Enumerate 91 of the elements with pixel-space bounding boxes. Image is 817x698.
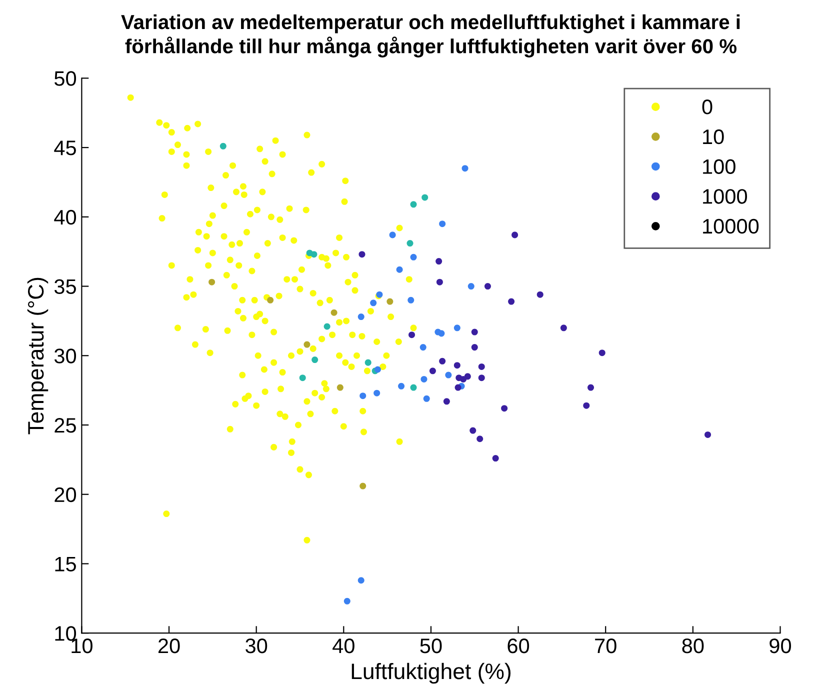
point — [512, 232, 518, 238]
point — [267, 296, 274, 304]
point — [374, 366, 381, 373]
point — [336, 384, 344, 391]
point — [478, 363, 485, 370]
point — [560, 324, 567, 332]
point — [436, 258, 442, 265]
y-axis-title: Temperatur (°C) — [27, 278, 48, 434]
point — [704, 431, 712, 438]
point — [208, 278, 216, 286]
point — [410, 384, 417, 391]
point — [439, 358, 446, 364]
point — [508, 298, 515, 305]
point — [464, 373, 471, 380]
x-tick-label: 50 — [420, 638, 442, 654]
point — [454, 324, 460, 332]
y-tick-label: 10 — [55, 626, 76, 641]
point — [344, 598, 350, 604]
point — [468, 283, 474, 290]
point — [434, 328, 442, 336]
point — [220, 142, 226, 150]
point — [583, 402, 590, 409]
x-tick-label: 40 — [332, 638, 354, 654]
x-tick-label: 20 — [158, 638, 180, 654]
point — [443, 398, 450, 405]
x-tick-label: 70 — [595, 638, 616, 654]
point — [358, 314, 364, 320]
y-tick-label: 25 — [54, 418, 76, 433]
point — [386, 298, 394, 305]
point — [454, 384, 462, 391]
point — [454, 362, 460, 369]
legend-label: 100 — [703, 159, 736, 174]
point — [429, 368, 436, 374]
y-tick-label: 45 — [54, 140, 76, 156]
y-tick-label: 15 — [55, 556, 76, 572]
x-tick-label: 60 — [508, 638, 530, 654]
point — [484, 283, 491, 290]
point — [330, 309, 338, 316]
point — [364, 359, 372, 366]
point — [396, 266, 403, 273]
point — [324, 323, 330, 330]
point — [462, 165, 468, 172]
point — [310, 251, 318, 258]
legend-label: 10 — [703, 129, 724, 144]
point — [478, 374, 485, 382]
y-tick-label: 30 — [54, 348, 76, 364]
point — [501, 405, 508, 412]
point — [423, 395, 430, 402]
x-axis-title: Luftfuktighet (%) — [352, 662, 510, 684]
point — [406, 240, 414, 247]
point — [420, 344, 426, 351]
point — [408, 332, 416, 338]
x-tick-label: 30 — [246, 638, 268, 654]
point — [445, 372, 452, 378]
point — [476, 436, 484, 442]
point — [422, 194, 428, 201]
legend-label: 1000 — [703, 189, 748, 204]
point — [492, 455, 499, 462]
x-tick-label: 80 — [682, 638, 704, 654]
point — [598, 350, 606, 356]
y-tick-label: 50 — [54, 71, 76, 86]
point — [439, 220, 446, 228]
point — [471, 328, 478, 336]
point — [536, 291, 544, 298]
point — [420, 376, 428, 382]
point — [360, 392, 366, 400]
point — [408, 296, 414, 304]
point — [370, 300, 377, 306]
point — [588, 384, 594, 391]
point — [389, 232, 396, 238]
point — [436, 278, 443, 286]
legend-label: 0 — [702, 100, 712, 114]
x-tick-label: 10 — [72, 638, 92, 654]
point — [374, 390, 380, 396]
point — [410, 254, 417, 260]
point — [398, 382, 405, 390]
y-tick-label: 20 — [54, 487, 76, 502]
y-tick-label: 35 — [54, 279, 76, 294]
point — [299, 374, 306, 382]
legend-label: 10000 — [703, 218, 759, 234]
chart-title: Variation av medeltemperatur och medelluftfuktighet i kammare i förhållande till hur många gånger luftfuktigheten varit över 60 % — [121, 14, 740, 58]
y-tick-label: 40 — [54, 210, 76, 225]
point — [312, 356, 318, 364]
point — [358, 577, 364, 584]
point — [360, 482, 366, 490]
x-tick-label: 90 — [770, 638, 792, 654]
point — [471, 344, 478, 351]
point — [304, 341, 310, 348]
point — [410, 201, 417, 208]
point — [358, 251, 366, 258]
point — [470, 427, 476, 434]
